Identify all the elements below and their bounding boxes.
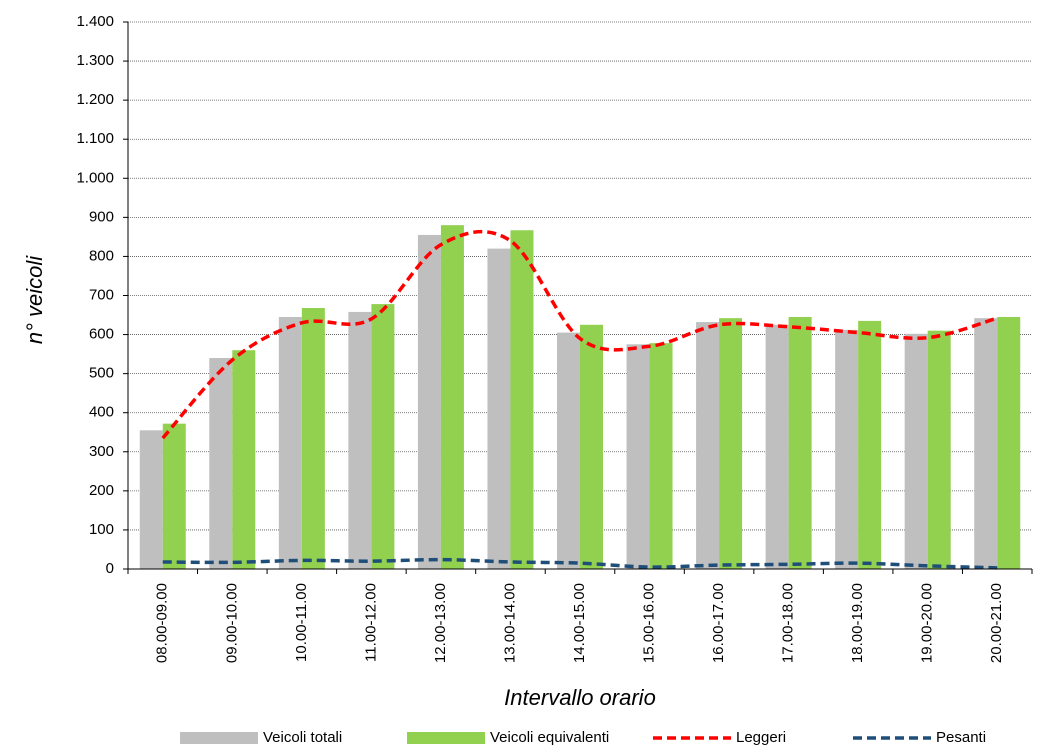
- x-tick-label: 09.00-10.00: [223, 583, 240, 663]
- y-tick-label: 100: [89, 521, 114, 538]
- y-tick-label: 600: [89, 326, 114, 343]
- legend-label: Veicoli totali: [263, 729, 342, 746]
- y-tick-label: 0: [106, 560, 114, 577]
- y-axis-title: n° veicoli: [22, 255, 47, 344]
- bar: [904, 333, 928, 569]
- bar: [580, 324, 603, 569]
- bar: [371, 304, 395, 569]
- bar: [557, 332, 580, 569]
- x-tick-label: 13.00-14.00: [501, 583, 518, 663]
- bar: [788, 316, 812, 569]
- x-tick-label: 16.00-17.00: [710, 583, 727, 663]
- y-tick-label: 1.200: [76, 91, 114, 108]
- bar: [139, 430, 163, 569]
- bar: [487, 248, 511, 569]
- y-tick-label: 800: [89, 247, 114, 264]
- bar: [649, 343, 673, 569]
- x-tick-label: 18.00-19.00: [849, 583, 866, 663]
- y-tick-label: 400: [89, 404, 114, 421]
- legend-label: Pesanti: [936, 729, 986, 746]
- bar: [209, 358, 233, 569]
- bar: [417, 234, 441, 570]
- line-series: [161, 229, 998, 440]
- bar: [162, 423, 186, 569]
- legend-swatch: [407, 732, 485, 744]
- bar: [719, 318, 743, 569]
- bar: [927, 330, 951, 569]
- bar: [510, 230, 534, 569]
- legend-label: Veicoli equivalenti: [490, 729, 609, 746]
- x-tick-label: 14.00-15.00: [571, 583, 588, 663]
- y-tick-label: 1.300: [76, 52, 114, 69]
- bar: [765, 324, 789, 569]
- bar: [858, 320, 882, 569]
- y-tick-label: 1.400: [76, 13, 114, 30]
- bar: [232, 350, 256, 569]
- bar: [626, 344, 650, 569]
- x-tick-label: 12.00-13.00: [432, 583, 449, 663]
- y-tick-label: 1.100: [76, 130, 114, 147]
- y-tick-label: 300: [89, 443, 114, 460]
- y-tick-label: 1.000: [76, 169, 114, 186]
- bar: [440, 225, 464, 569]
- bar: [278, 316, 302, 569]
- bar: [348, 311, 372, 569]
- bar: [997, 316, 1021, 569]
- legend-label: Leggeri: [736, 729, 786, 746]
- y-tick-label: 200: [89, 482, 114, 499]
- x-tick-label: 11.00-12.00: [362, 583, 379, 662]
- x-tick-label: 15.00-16.00: [641, 583, 658, 663]
- x-tick-label: 10.00-11.00: [293, 583, 310, 662]
- x-tick-label: 20.00-21.00: [988, 583, 1005, 663]
- legend-swatch: [180, 732, 258, 744]
- x-tick-label: 17.00-18.00: [780, 583, 797, 663]
- bar: [835, 329, 859, 569]
- x-tick-label: 08.00-09.00: [154, 583, 171, 663]
- bar: [301, 308, 325, 569]
- y-tick-label: 500: [89, 365, 114, 382]
- y-tick-label: 900: [89, 208, 114, 225]
- x-axis-title: Intervallo orario: [504, 685, 656, 710]
- bar: [974, 318, 998, 569]
- y-tick-label: 700: [89, 286, 114, 303]
- x-tick-label: 19.00-20.00: [919, 583, 936, 663]
- bar: [696, 322, 720, 569]
